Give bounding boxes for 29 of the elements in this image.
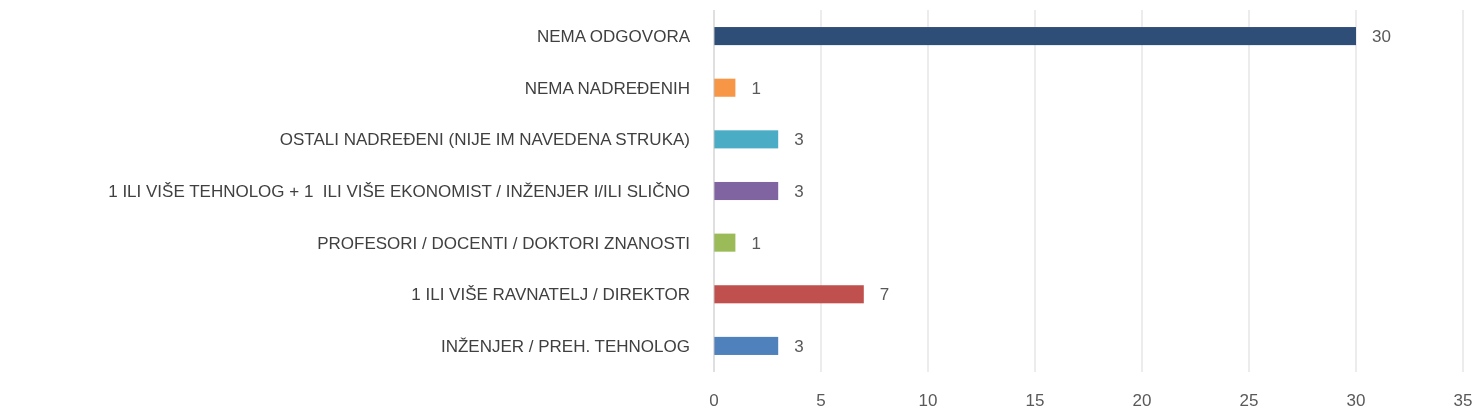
bar	[714, 130, 779, 149]
bar	[714, 233, 736, 252]
y-tick-label: OSTALI NADREĐENI (NIJE IM NAVEDENA STRUKA)	[279, 130, 690, 150]
data-label: 3	[794, 130, 804, 150]
data-label: 7	[879, 285, 890, 305]
x-tick-label: 0	[709, 391, 719, 410]
x-tick-label: 25	[1239, 391, 1259, 410]
data-label: 1	[751, 233, 761, 253]
x-tick-label: 20	[1132, 391, 1152, 410]
data-label: 3	[794, 181, 804, 201]
data-label: 3	[794, 336, 804, 356]
y-tick-label: 1 ILI VIŠE RAVNATELJ / DIREKTOR	[411, 285, 690, 305]
y-tick-label: NEMA ODGOVORA	[536, 27, 691, 47]
bar	[714, 285, 864, 304]
bar	[714, 336, 779, 355]
y-tick-label: NEMA NADREĐENIH	[524, 78, 690, 98]
y-tick-label: PROFESORI / DOCENTI / DOKTORI ZNANOSTI	[317, 233, 690, 253]
data-label: 1	[751, 78, 761, 98]
bar	[714, 78, 736, 97]
x-tick-label: 35	[1453, 391, 1473, 410]
x-tick-label: 10	[918, 391, 938, 410]
data-label: 30	[1372, 27, 1391, 47]
y-tick-label: INŽENJER / PREH. TEHNOLOG	[440, 336, 690, 356]
x-tick-label: 15	[1025, 391, 1045, 410]
y-tick-label: 1 ILI VIŠE TEHNOLOG + 1 ILI VIŠE EKONOMIST / INŽENJER I/ILI SLIČNO	[108, 181, 690, 201]
x-tick-label: 30	[1346, 391, 1366, 410]
x-tick-label: 5	[816, 391, 826, 410]
bar	[714, 181, 779, 201]
bar	[714, 27, 1356, 46]
